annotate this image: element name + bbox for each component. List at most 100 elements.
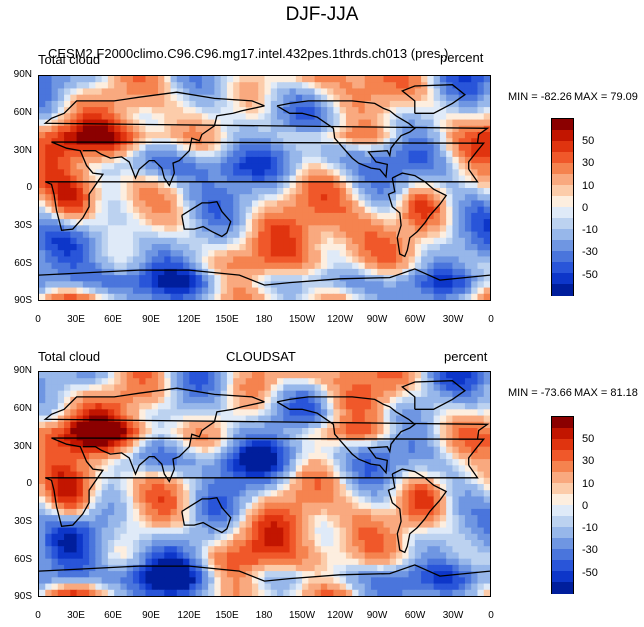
- field-cell: [446, 477, 454, 485]
- field-cell: [183, 378, 190, 386]
- field-cell: [139, 293, 147, 300]
- field-cell: [402, 76, 410, 83]
- field-cell: [195, 169, 203, 177]
- field-cell: [57, 527, 65, 535]
- field-cell: [114, 82, 122, 90]
- field-cell: [477, 138, 485, 146]
- field-cell: [352, 212, 360, 220]
- field-cell: [414, 421, 422, 429]
- field-cell: [183, 471, 190, 479]
- field-cell: [220, 440, 228, 448]
- field-cell: [295, 384, 303, 392]
- field-cell: [464, 175, 472, 183]
- field-cell: [251, 465, 259, 473]
- field-cell: [214, 156, 222, 164]
- field-cell: [477, 533, 485, 541]
- field-cell: [277, 446, 284, 454]
- field-cell: [408, 552, 416, 560]
- field-cell: [51, 428, 59, 435]
- field-cell: [345, 200, 353, 208]
- field-cell: [195, 194, 203, 202]
- field-cell: [358, 250, 366, 258]
- field-cell: [339, 256, 347, 264]
- field-cell: [358, 287, 366, 295]
- field-cell: [270, 219, 278, 226]
- field-cell: [389, 113, 397, 121]
- field-cell: [239, 564, 247, 572]
- field-cell: [120, 281, 128, 289]
- field-cell: [308, 138, 316, 146]
- field-cell: [189, 88, 197, 96]
- field-cell: [214, 138, 222, 146]
- field-cell: [452, 409, 460, 417]
- field-cell: [201, 396, 209, 404]
- field-cell: [458, 434, 466, 442]
- field-cell: [233, 281, 241, 289]
- field-cell: [458, 396, 466, 404]
- field-cell: [51, 564, 59, 572]
- field-cell: [439, 434, 447, 442]
- field-cell: [302, 490, 309, 498]
- field-cell: [358, 502, 366, 510]
- field-cell: [302, 409, 309, 417]
- field-cell: [483, 409, 490, 417]
- field-cell: [45, 256, 53, 264]
- field-cell: [283, 188, 291, 195]
- field-cell: [120, 188, 128, 195]
- field-cell: [158, 434, 165, 442]
- field-cell: [82, 119, 90, 127]
- field-cell: [270, 119, 278, 127]
- field-cell: [383, 138, 391, 146]
- field-cell: [251, 372, 259, 379]
- field-cell: [277, 378, 284, 386]
- field-cell: [176, 100, 184, 108]
- field-cell: [320, 144, 328, 152]
- field-cell: [358, 558, 366, 566]
- field-cell: [333, 552, 341, 560]
- field-cell: [433, 287, 441, 295]
- field-cell: [258, 163, 266, 170]
- field-cell: [314, 82, 322, 90]
- field-cell: [402, 471, 410, 479]
- field-cell: [245, 212, 253, 220]
- field-cell: [189, 396, 197, 404]
- field-cell: [51, 206, 59, 214]
- field-cell: [233, 477, 241, 485]
- field-cell: [345, 421, 353, 429]
- field-cell: [358, 237, 366, 245]
- field-cell: [132, 496, 140, 504]
- field-cell: [264, 515, 272, 522]
- field-cell: [245, 237, 253, 245]
- field-cell: [208, 256, 215, 264]
- field-cell: [339, 175, 347, 183]
- field-cell: [139, 421, 147, 429]
- field-cell: [339, 490, 347, 498]
- field-cell: [414, 76, 422, 83]
- field-cell: [64, 527, 71, 535]
- field-cell: [145, 150, 153, 158]
- field-cell: [183, 372, 190, 379]
- field-cell: [464, 150, 472, 158]
- field-cell: [208, 231, 215, 239]
- field-cell: [396, 540, 403, 547]
- field-cell: [139, 237, 147, 245]
- field-cell: [189, 82, 197, 90]
- field-cell: [289, 119, 297, 127]
- field-cell: [201, 546, 209, 554]
- field-cell: [214, 372, 222, 379]
- field-cell: [295, 200, 303, 208]
- field-cell: [120, 125, 128, 133]
- field-cell: [320, 231, 328, 239]
- field-cell: [302, 421, 309, 429]
- lon-tick-label: 150W: [288, 314, 316, 325]
- field-cell: [333, 558, 341, 566]
- field-cell: [458, 558, 466, 566]
- field-cell: [39, 403, 46, 410]
- field-cell: [408, 256, 416, 264]
- field-cell: [446, 415, 454, 423]
- field-cell: [446, 527, 454, 535]
- field-cell: [214, 237, 222, 245]
- field-cell: [195, 287, 203, 295]
- field-cell: [233, 490, 241, 498]
- field-cell: [245, 396, 253, 404]
